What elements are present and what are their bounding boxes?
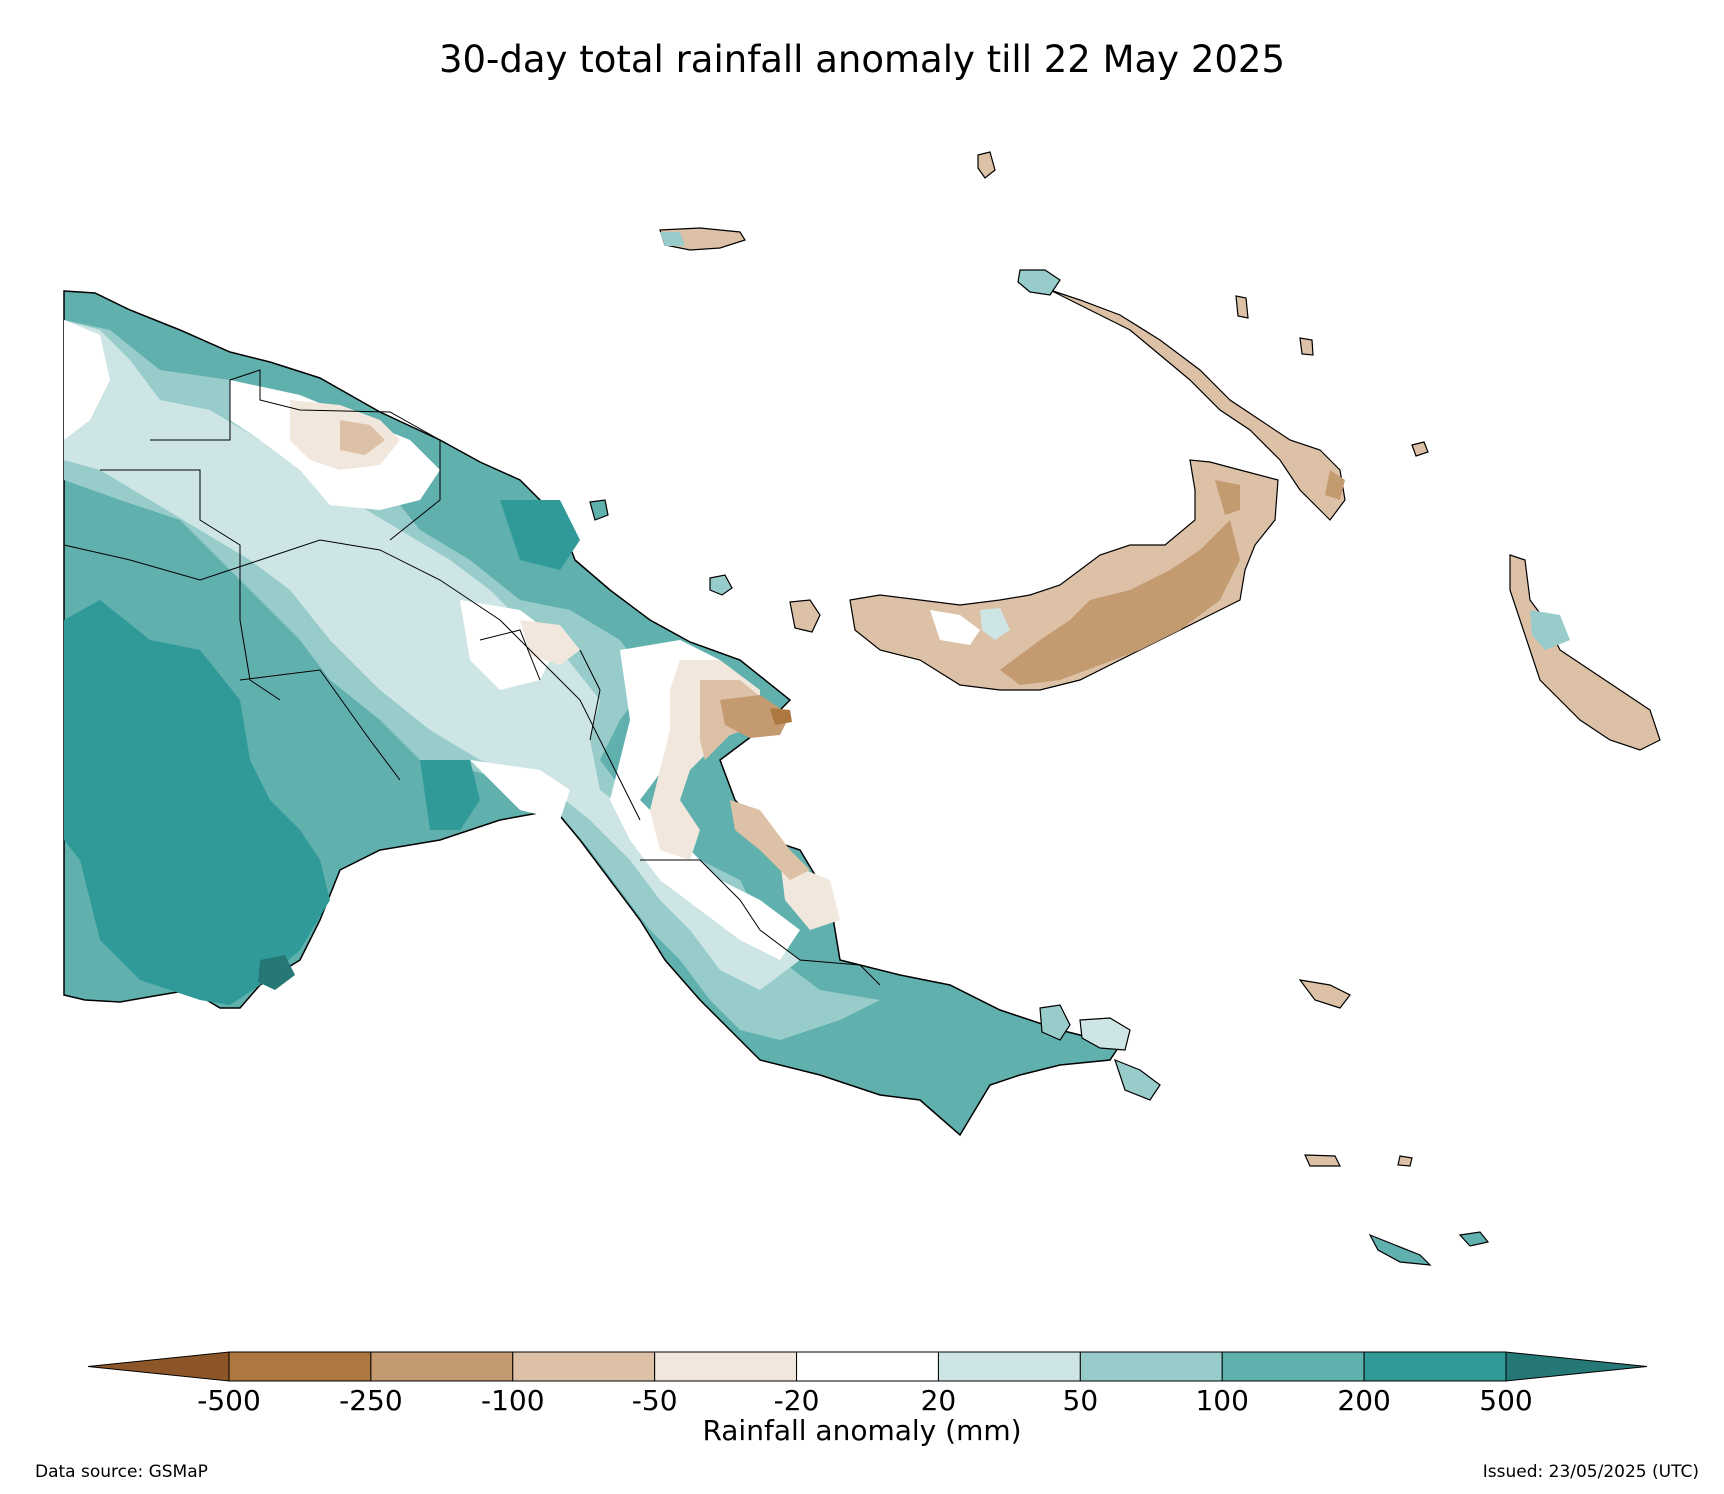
long-island	[709, 574, 733, 596]
misima-island	[1368, 1233, 1432, 1266]
colorbar-segment	[370, 1351, 514, 1382]
trobriand-island	[1298, 979, 1351, 1009]
colorbar-tick-label: -250	[339, 1384, 403, 1417]
new-ireland-island	[1049, 289, 1346, 521]
colorbar-label: Rainfall anomaly (mm)	[702, 1414, 1022, 1447]
zone-very-dry-spot	[770, 708, 792, 725]
data-source-text: Data source: GSMaP	[35, 1462, 208, 1482]
page-title: 30-day total rainfall anomaly till 22 Ma…	[438, 38, 1286, 81]
manam-area-island	[589, 499, 609, 521]
colorbar-tick-label: -50	[631, 1384, 678, 1417]
new-hanover-island	[1017, 269, 1061, 296]
mussau-island	[977, 151, 996, 179]
colorbar-tick-label: -100	[480, 1384, 545, 1417]
rossel-island	[1458, 1231, 1490, 1247]
colorbar-segment	[796, 1351, 939, 1382]
goodenough-island	[1039, 1004, 1071, 1041]
fergusson-island	[1079, 1017, 1131, 1051]
new-ireland-south-dry	[1325, 470, 1345, 500]
colorbar-extend-high	[1505, 1351, 1648, 1382]
colorbar-tick-label: -20	[773, 1384, 820, 1417]
colorbar-segment	[937, 1351, 1081, 1382]
normanby-island	[1114, 1058, 1161, 1101]
zone-pale-teal	[64, 320, 800, 990]
mainland-new-guinea	[63, 290, 1122, 1137]
colorbar-tick-label: 20	[920, 1384, 957, 1417]
colorbar-segment	[512, 1351, 656, 1382]
province-borders	[63, 369, 881, 986]
tabar-island	[1235, 295, 1249, 319]
colorbar-segment	[654, 1351, 798, 1382]
zone-moderate-dry	[340, 420, 810, 880]
colorbar-tick-label: 500	[1479, 1384, 1533, 1417]
islands	[589, 151, 1661, 1266]
issued-date-text: Issued: 23/05/2025 (UTC)	[1482, 1462, 1699, 1482]
new-britain-wet-spot	[980, 608, 1010, 640]
zone-dry-madang	[720, 695, 790, 738]
new-britain-pale-west	[930, 610, 980, 645]
new-britain-dry-east	[1000, 480, 1240, 685]
zone-wet-south	[64, 500, 580, 1005]
colorbar-segment	[228, 1351, 372, 1382]
feni-island	[1411, 441, 1429, 457]
manus-wet-west	[660, 232, 685, 246]
colorbar-segment	[1079, 1351, 1223, 1382]
colorbar-tick-label: 200	[1337, 1384, 1391, 1417]
colorbar-tick-label: 50	[1062, 1384, 1099, 1417]
woodlark-island	[1304, 1154, 1341, 1167]
colorbar-tick-label: -500	[197, 1384, 261, 1417]
lihir-island	[1299, 337, 1314, 356]
colorbar-segment	[1221, 1351, 1365, 1382]
zone-dry-north-coast	[290, 400, 840, 930]
colorbar-tick-label: 100	[1195, 1384, 1249, 1417]
zone-near-normal	[64, 320, 800, 960]
bougainville-wet-north	[1530, 610, 1570, 650]
colorbar-extend-low	[87, 1351, 230, 1382]
colorbar-segment	[1363, 1351, 1507, 1382]
colorbar-segments	[87, 1351, 1648, 1382]
karkar-island	[789, 599, 821, 633]
zone-extreme-wet	[258, 955, 295, 990]
duke-of-york-island	[1397, 1155, 1413, 1167]
